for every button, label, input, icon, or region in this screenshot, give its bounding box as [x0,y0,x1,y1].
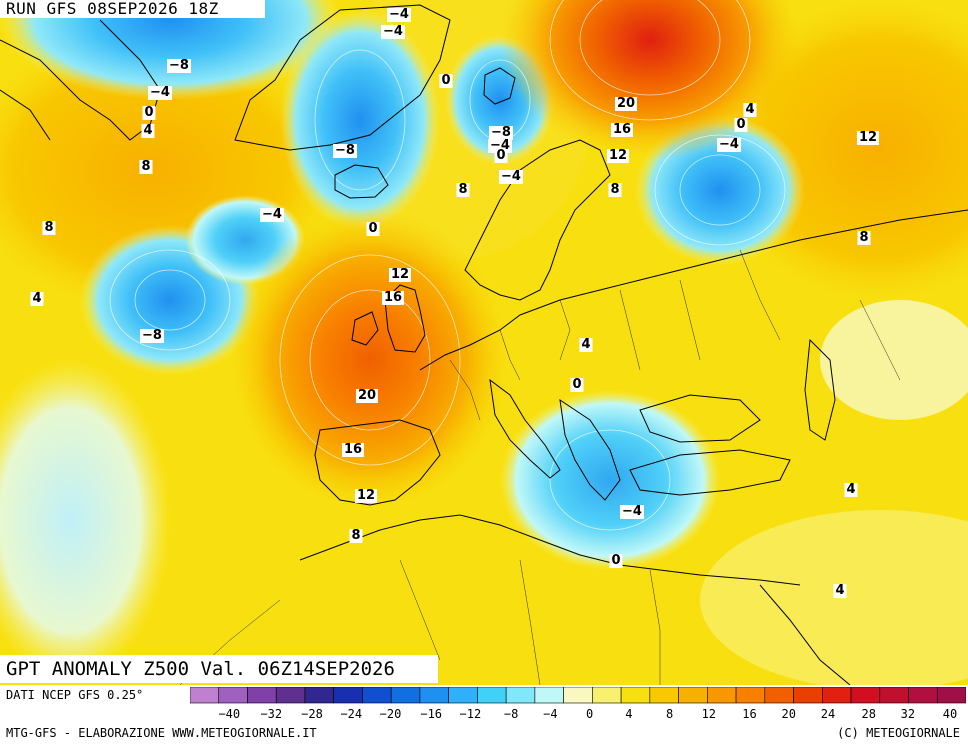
colorbar-tick-label: −4 [543,707,557,721]
colorbar-swatch [304,687,334,704]
contour-label: 8 [139,159,153,174]
colorbar-tick-label: 0 [586,707,593,721]
contour-label: 12 [388,267,412,282]
colorbar-swatch [333,687,363,704]
colorbar-tick-label: 28 [861,707,875,721]
contour-label: −4 [620,504,644,519]
colorbar-swatch [448,687,478,704]
colorbar-swatch [620,687,651,704]
colorbar-swatch [649,687,679,704]
contour-label: 0 [366,221,380,236]
colorbar-swatch [362,687,392,704]
credits-right: (C) METEOGIORNALE [837,726,960,740]
colorbar-tick-label: 4 [625,707,632,721]
colorbar-swatch [534,687,564,704]
contour-label: 0 [609,553,623,568]
colorbar-tick-label: −16 [420,707,442,721]
colorbar: −40 −32 −28 −24 −20 −16 −12 −8 −4 0 4 8 12 16 20 24 28 32… [190,687,966,721]
colorbar-tick-label: 24 [821,707,835,721]
contour-label: −8 [333,143,357,158]
contour-label: 8 [456,182,470,197]
contour-label: 0 [570,377,584,392]
contour-label: 12 [354,488,378,503]
contour-label: 16 [381,290,405,305]
contour-label: −8 [140,328,164,343]
contour-label: 0 [142,105,156,120]
anomaly-map: −4 −4 −8 −4 0 4 8 0 −8 −8 −4 0 −4 8 −4 0 8 4 −8 12 16 20 16 12 8… [0,0,968,685]
contour-label: 8 [42,220,56,235]
colorbar-swatch [850,687,881,704]
colorbar-tick-label: −20 [380,707,402,721]
colorbar-tick-label: 20 [781,707,795,721]
colorbar-tick-label: 32 [901,707,915,721]
colorbar-tick-label: −40 [218,707,240,721]
contour-label: 8 [608,182,622,197]
colorbar-swatch [936,687,966,704]
data-source: DATI NCEP GFS 0.25° [6,688,144,702]
contour-label: 4 [30,291,44,306]
contour-label: −8 [489,125,513,140]
contour-label: 4 [579,337,593,352]
contour-label: 0 [734,117,748,132]
colorbar-swatch [908,687,938,704]
colorbar-swatch [190,687,220,704]
colorbar-tick-label: 40 [943,707,957,721]
anomaly-field [0,0,968,685]
colorbar-tick-label: −8 [504,707,518,721]
colorbar-swatch [678,687,708,704]
colorbar-swatch [879,687,909,704]
colorbar-swatch [218,687,248,704]
colorbar-swatch [505,687,536,704]
contour-label: 8 [857,230,871,245]
contour-label: 4 [844,482,858,497]
colorbar-swatch [764,687,794,704]
colorbar-swatch [275,687,306,704]
contour-label: 12 [856,130,880,145]
footer: DATI NCEP GFS 0.25° −40 −32 −28 −24 −20 −16 −1… [0,685,968,745]
colorbar-tick-label: 8 [666,707,673,721]
colorbar-tick-label: −28 [301,707,323,721]
contour-label: 20 [614,96,638,111]
colorbar-swatch [477,687,507,704]
contour-label: −4 [148,85,172,100]
contour-label: 0 [439,73,453,88]
colorbar-tick-label: −32 [260,707,282,721]
contour-label: −8 [167,58,191,73]
contour-label: 4 [743,102,757,117]
contour-label: −4 [381,24,405,39]
contour-label: 16 [610,122,634,137]
contour-label: 20 [355,388,379,403]
contour-label: 0 [494,148,508,163]
colorbar-tick-label: 16 [742,707,756,721]
colorbar-swatch [247,687,277,704]
contour-label: 4 [833,583,847,598]
colorbar-swatch [419,687,449,704]
map-title: GPT ANOMALY Z500 Val. 06Z14SEP2026 [0,655,438,683]
contour-label: 4 [141,123,155,138]
colorbar-swatch [735,687,766,704]
contour-label: −4 [717,137,741,152]
contour-label: 12 [606,148,630,163]
colorbar-tick-label: −12 [460,707,482,721]
colorbar-tick-label: 12 [702,707,716,721]
run-label: RUN GFS 08SEP2026 18Z [0,0,265,18]
contour-label: 16 [341,442,365,457]
colorbar-swatch [821,687,852,704]
colorbar-swatch [793,687,823,704]
colorbar-tick-label: −24 [340,707,362,721]
colorbar-swatch [563,687,593,704]
contour-label: −4 [260,207,284,222]
credits-left: MTG-GFS - ELABORAZIONE WWW.METEOGIORNALE… [6,726,317,740]
contour-label: 8 [349,528,363,543]
colorbar-swatch [592,687,622,704]
contour-label: −4 [387,7,411,22]
colorbar-swatch [390,687,421,704]
contour-label: −4 [499,169,523,184]
colorbar-swatch [707,687,737,704]
